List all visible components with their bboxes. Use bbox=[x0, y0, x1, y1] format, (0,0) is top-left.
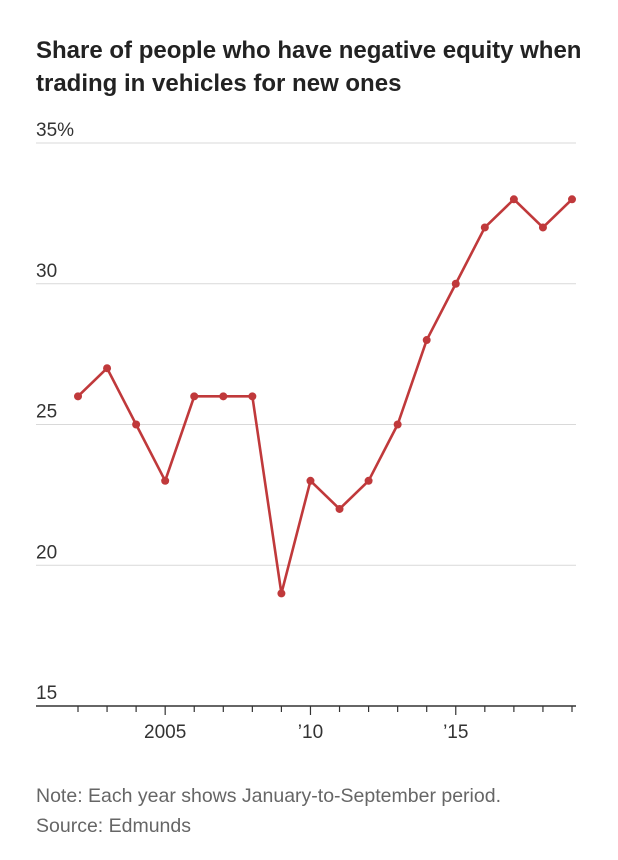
data-point bbox=[568, 195, 576, 204]
gridlines bbox=[36, 142, 576, 707]
data-point bbox=[364, 476, 373, 485]
x-tick-label: 2005 bbox=[144, 722, 186, 743]
y-tick-label: 25 bbox=[36, 402, 57, 423]
chart-note: Note: Each year shows January-to-Septemb… bbox=[36, 785, 501, 807]
data-point bbox=[306, 476, 315, 485]
data-point bbox=[393, 420, 402, 429]
data-point bbox=[480, 223, 489, 232]
data-series bbox=[74, 195, 576, 598]
data-point bbox=[132, 420, 141, 429]
y-tick-label: 15 bbox=[36, 683, 57, 704]
data-point bbox=[509, 195, 518, 204]
data-point bbox=[190, 392, 199, 401]
data-point bbox=[451, 279, 460, 288]
y-tick-label: 30 bbox=[36, 261, 57, 282]
data-point bbox=[161, 476, 170, 485]
chart-source: Source: Edmunds bbox=[36, 815, 192, 837]
data-point bbox=[277, 589, 286, 598]
chart-footer: Note: Each year shows January-to-Septemb… bbox=[36, 781, 606, 841]
data-point bbox=[248, 392, 257, 401]
x-tick-label: ’15 bbox=[443, 722, 468, 743]
y-tick-label: 35% bbox=[36, 120, 74, 141]
y-tick-label: 20 bbox=[36, 542, 57, 563]
data-point bbox=[219, 392, 228, 401]
data-point bbox=[103, 364, 112, 373]
data-point bbox=[538, 223, 547, 232]
x-axis: 2005 ’10 ’15 bbox=[77, 706, 573, 743]
data-point bbox=[422, 336, 431, 345]
series-line bbox=[76, 198, 574, 595]
chart-title: Share of people who have negative equity… bbox=[36, 37, 582, 97]
data-point bbox=[74, 392, 82, 401]
y-axis-labels: 15 20 25 30 35% bbox=[36, 120, 74, 704]
x-tick-label: ’10 bbox=[298, 722, 323, 743]
line-chart: 15 20 25 30 35% 2005 ’10 ’15 bbox=[36, 120, 576, 743]
data-point bbox=[335, 504, 344, 513]
